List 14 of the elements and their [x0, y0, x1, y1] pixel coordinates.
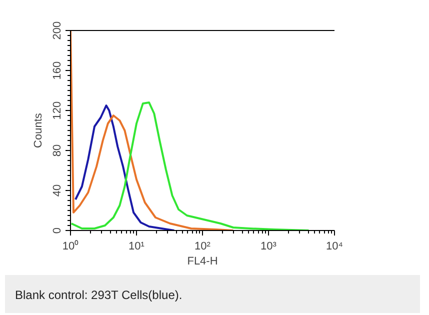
x-tick-label: 10¹ — [128, 240, 145, 252]
y-tick-label: 120 — [52, 101, 64, 120]
x-axis-title: FL4-H — [187, 256, 218, 268]
y-tick-label: 200 — [52, 21, 64, 40]
y-tick-label: 80 — [52, 144, 64, 157]
x-tick-label: 10⁰ — [62, 240, 79, 252]
y-tick-label: 40 — [52, 184, 64, 197]
y-tick-label: 0 — [52, 227, 64, 234]
x-tick-label: 10³ — [260, 240, 277, 252]
text: Blank control: 293T Cells(blue). — [15, 287, 182, 304]
y-tick-label: 160 — [52, 61, 64, 80]
x-tick-label: 10² — [194, 240, 211, 252]
x-tick-label: 10⁴ — [326, 240, 344, 252]
y-axis-title: Counts — [32, 112, 44, 148]
